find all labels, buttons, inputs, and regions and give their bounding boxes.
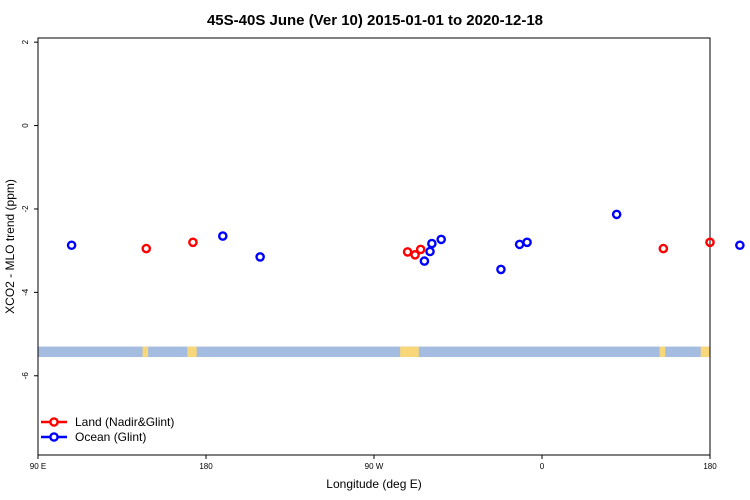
legend: Land (Nadir&Glint)Ocean (Glint) — [41, 415, 174, 444]
x-tick-label: 0 — [540, 462, 545, 471]
x-tick-label: 180 — [199, 462, 213, 471]
data-points — [66, 209, 745, 275]
land-point — [141, 243, 152, 254]
land-segment — [142, 346, 149, 358]
plot-frame — [37, 37, 711, 456]
x-tick-label: 90 W — [365, 462, 384, 471]
y-tick-label: 2 — [21, 39, 30, 44]
land-point — [658, 243, 669, 254]
legend-label: Land (Nadir&Glint) — [75, 415, 174, 429]
land-point — [415, 244, 426, 255]
land-point — [705, 237, 715, 248]
ocean-point — [66, 240, 77, 251]
ocean-point — [419, 256, 430, 266]
ocean-point — [255, 252, 265, 262]
y-axis-title: XCO2 - MLO trend (ppm) — [3, 179, 17, 314]
legend-label: Ocean (Glint) — [75, 430, 146, 444]
legend-marker — [49, 432, 59, 442]
ocean-band — [38, 346, 710, 358]
ocean-point — [496, 264, 506, 275]
land-segment — [187, 346, 197, 358]
ocean-point — [425, 246, 435, 257]
x-tick-label: 90 E — [30, 462, 46, 471]
land-segment — [659, 346, 666, 358]
chart-title: 45S-40S June (Ver 10) 2015-01-01 to 2020… — [207, 12, 543, 29]
ocean-point — [436, 234, 447, 245]
land-point — [402, 247, 413, 257]
land-point — [410, 250, 420, 260]
land-segment — [400, 346, 419, 358]
x-axis-title: Longitude (deg E) — [326, 477, 421, 491]
land-segment — [700, 346, 710, 358]
y-tick-label: -4 — [21, 288, 30, 296]
y-tick-label: 0 — [21, 123, 30, 128]
ocean-point — [522, 237, 532, 248]
y-tick-label: -6 — [21, 372, 30, 380]
y-tick-label: -2 — [21, 205, 30, 213]
latitude-band — [38, 346, 710, 358]
ocean-point — [611, 209, 622, 220]
y-axis: 2 0 -2 -4 -6 — [21, 39, 38, 379]
ocean-point — [427, 238, 437, 249]
x-axis: 90 E 180 90 W 0 180 — [30, 455, 717, 471]
ocean-point — [735, 240, 745, 251]
legend-marker — [49, 417, 59, 427]
ocean-point — [514, 239, 525, 250]
x-tick-label: 180 — [703, 462, 717, 471]
ocean-point — [217, 231, 228, 241]
land-point — [188, 237, 198, 248]
